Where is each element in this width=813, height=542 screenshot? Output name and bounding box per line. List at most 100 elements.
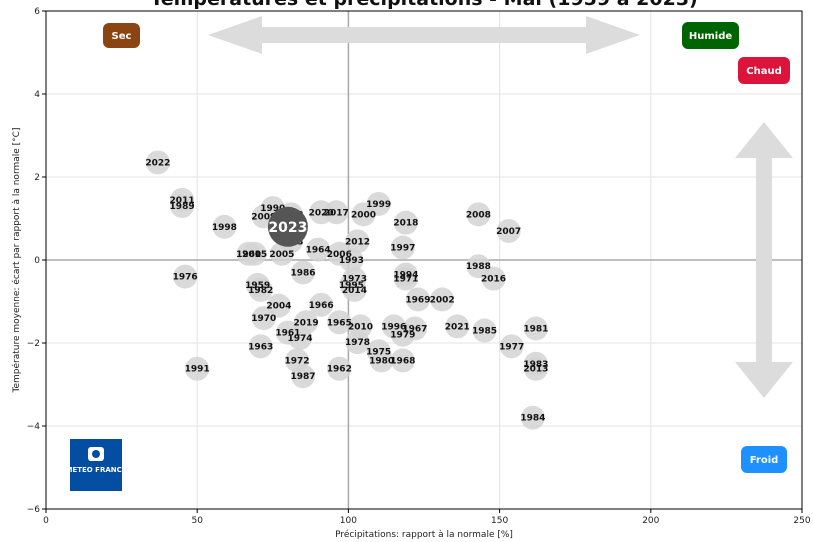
wet-badge: Humide <box>682 22 739 49</box>
point-label-1986: 1986 <box>291 268 316 278</box>
point-2012 <box>345 229 370 254</box>
point-label-2008: 2008 <box>466 210 491 220</box>
point-label-2013: 2013 <box>523 365 548 375</box>
point-label-1989: 1989 <box>170 202 195 212</box>
point-1976 <box>173 264 198 289</box>
point-label-2004: 2004 <box>266 302 291 312</box>
point-1962 <box>327 356 352 381</box>
point-1968 <box>390 348 415 373</box>
point-label-1985: 1985 <box>472 327 497 337</box>
point-label-1979: 1979 <box>390 331 415 341</box>
point-label-2011: 2011 <box>170 196 195 206</box>
wet-label: Humide <box>689 31 732 42</box>
point-label-1960: 1960 <box>236 250 261 260</box>
point-label-1959: 1959 <box>245 281 270 291</box>
point-1984 <box>520 405 545 430</box>
y-tick-label: 6 <box>34 7 40 17</box>
point-2017 <box>324 200 349 225</box>
point-label-1967: 1967 <box>402 324 427 334</box>
point-2018 <box>393 210 418 235</box>
point-label-2023: 2023 <box>268 220 307 236</box>
point-label-1961: 1961 <box>275 329 300 339</box>
point-label-2018: 2018 <box>393 219 418 229</box>
point-label-1963: 1963 <box>248 342 273 352</box>
point-label-1974: 1974 <box>287 334 312 344</box>
y-tick-label: 4 <box>34 90 40 100</box>
point-label-2005: 2005 <box>269 250 294 260</box>
y-tick-label: −2 <box>27 339 40 349</box>
point-label-1988: 1988 <box>466 262 491 272</box>
x-tick-label: 200 <box>642 516 659 526</box>
point-label-1984: 1984 <box>520 414 545 424</box>
point-label-1976: 1976 <box>173 273 198 283</box>
x-tick-label: 50 <box>191 516 203 526</box>
point-label-2015: 2015 <box>242 250 267 260</box>
point-label-2014: 2014 <box>342 286 367 296</box>
point-1989 <box>170 194 195 219</box>
point-label-2016: 2016 <box>481 275 506 285</box>
point-1966 <box>309 292 334 317</box>
point-label-2012: 2012 <box>345 237 370 247</box>
point-label-1991: 1991 <box>185 365 210 375</box>
point-1977 <box>499 334 524 359</box>
data-points: 2022201119891998199020091992202020172000… <box>145 150 548 430</box>
point-1974 <box>288 326 313 351</box>
x-tick-label: 0 <box>43 516 49 526</box>
point-label-2010: 2010 <box>348 322 373 332</box>
point-1999 <box>366 191 391 216</box>
grid <box>45 10 803 510</box>
point-1986 <box>291 260 316 285</box>
point-label-1972: 1972 <box>284 356 309 366</box>
point-label-2017: 2017 <box>324 208 349 218</box>
vertical-double-arrow <box>735 122 793 398</box>
point-label-1978: 1978 <box>345 338 370 348</box>
point-label-2007: 2007 <box>496 227 521 237</box>
point-2013 <box>523 356 548 381</box>
point-2002 <box>430 287 455 312</box>
point-1987 <box>291 364 316 389</box>
point-label-1999: 1999 <box>366 200 391 210</box>
point-label-2002: 2002 <box>430 295 455 305</box>
point-label-2006: 2006 <box>327 250 352 260</box>
point-label-1993: 1993 <box>339 256 364 266</box>
x-axis-label: Précipitations: rapport à la normale [%] <box>335 529 513 540</box>
hot-label: Chaud <box>746 66 781 77</box>
point-1998 <box>212 214 237 239</box>
point-2014 <box>342 277 367 302</box>
dry-badge: Sec <box>103 23 140 48</box>
point-2008 <box>466 202 491 227</box>
cold-badge: Froid <box>741 446 787 473</box>
point-2015 <box>242 241 267 266</box>
point-label-1997: 1997 <box>390 244 415 254</box>
point-label-1995: 1995 <box>339 281 364 291</box>
point-label-1998: 1998 <box>212 223 237 233</box>
point-label-1973: 1973 <box>342 275 367 285</box>
point-2023-highlight <box>267 206 308 247</box>
point-label-1987: 1987 <box>291 372 316 382</box>
point-label-1981: 1981 <box>523 324 548 334</box>
y-tick-label: −4 <box>27 422 41 432</box>
point-label-1996: 1996 <box>381 322 406 332</box>
point-2021 <box>445 314 470 339</box>
point-label-1962: 1962 <box>327 365 352 375</box>
meteo-france-logo: METEO FRANCE <box>65 439 127 491</box>
x-tick-label: 100 <box>340 516 357 526</box>
point-1980 <box>369 348 394 373</box>
point-1982 <box>248 277 273 302</box>
y-tick-label: 2 <box>34 173 40 183</box>
point-label-1970: 1970 <box>251 314 276 324</box>
point-1979 <box>390 322 415 347</box>
point-1971 <box>393 266 418 291</box>
point-label-2009: 2009 <box>251 212 276 222</box>
point-2022 <box>145 150 170 175</box>
point-1997 <box>390 235 415 260</box>
chart-title: Températures et précipitations - Mai (19… <box>150 0 697 10</box>
point-label-1969: 1969 <box>405 295 430 305</box>
y-tick-label: −6 <box>27 505 41 515</box>
point-label-1968: 1968 <box>390 356 415 366</box>
point-1993 <box>339 248 364 272</box>
point-label-2000: 2000 <box>351 210 376 220</box>
axis-ticks: 0 50 100 150 200 250 6 4 2 0 −2 −4 −6 <box>27 7 811 526</box>
point-label-2019: 2019 <box>294 318 319 328</box>
y-axis-label: Température moyenne: écart par rapport à… <box>11 128 22 394</box>
